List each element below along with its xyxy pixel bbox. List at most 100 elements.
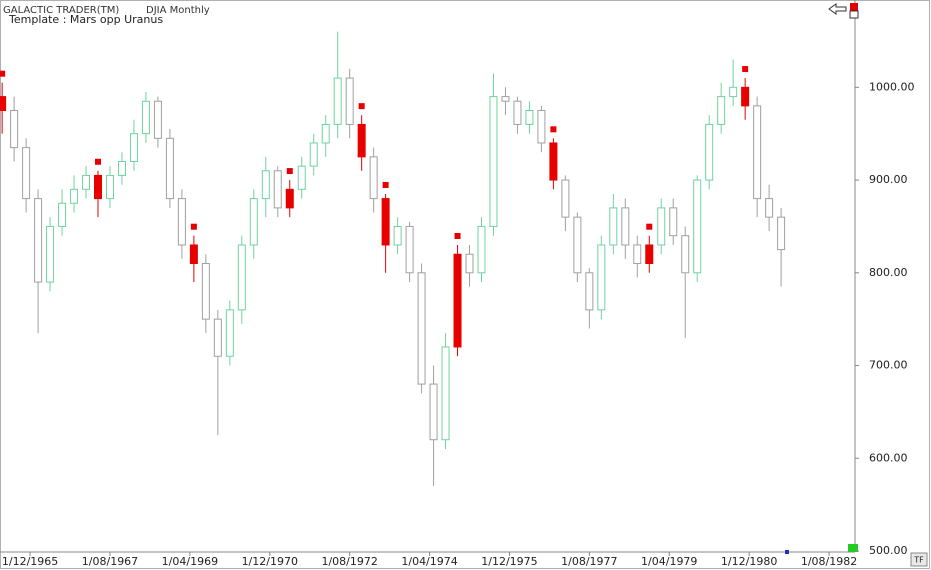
candle-body	[513, 100, 522, 125]
candle-body	[453, 253, 462, 348]
candle-body	[393, 225, 402, 246]
signal-marker	[0, 70, 6, 77]
y-tick-label: 1000.00	[869, 80, 915, 93]
candle-body	[70, 188, 79, 204]
candle-body	[381, 198, 390, 246]
candle-body	[225, 309, 234, 357]
candle-body	[645, 244, 654, 265]
x-tick-label: 1/04/1974	[401, 555, 457, 568]
candle-body	[585, 272, 594, 311]
window-icon[interactable]	[849, 10, 859, 19]
candle-body	[405, 225, 414, 274]
candle-body	[82, 174, 91, 190]
candle-body	[345, 77, 354, 125]
app-title: GALACTIC TRADER(TM)	[3, 5, 119, 16]
candle-body	[525, 110, 534, 125]
candle-body	[573, 216, 582, 274]
candle-body	[765, 198, 774, 218]
candle-body	[549, 142, 558, 181]
candle-body	[609, 207, 618, 246]
symbol-title: DJIA Monthly	[146, 5, 210, 16]
x-tick-label: 1/12/1975	[481, 555, 537, 568]
signal-marker	[95, 158, 102, 165]
candle-body	[441, 346, 450, 441]
back-arrow-icon[interactable]	[828, 3, 847, 15]
candle-body	[633, 244, 642, 265]
candle-body	[261, 170, 270, 200]
candle-body	[321, 123, 330, 144]
candle-body	[46, 225, 55, 283]
candle-body	[34, 198, 43, 283]
candle-body	[477, 225, 486, 274]
candle-body	[141, 100, 150, 135]
candle-body	[94, 174, 103, 200]
candle-body	[201, 263, 210, 320]
y-tick-label: 900.00	[869, 173, 908, 186]
close-icon[interactable]	[850, 3, 858, 11]
signal-marker	[382, 181, 389, 188]
candle-body	[237, 244, 246, 311]
y-tick-label: 600.00	[869, 451, 908, 464]
candle-body	[657, 207, 666, 246]
candle-body	[705, 123, 714, 181]
candle-body	[22, 147, 31, 200]
candle-body	[429, 383, 438, 441]
candle-body	[741, 86, 750, 107]
candle-body	[357, 123, 366, 158]
candle-body	[249, 198, 258, 246]
y-tick-label: 500.00	[869, 544, 908, 557]
tf-button[interactable]	[910, 552, 928, 567]
candle-body	[297, 165, 306, 190]
candle-body	[681, 235, 690, 274]
candle-body	[273, 170, 282, 209]
status-indicator	[848, 544, 858, 552]
candle-body	[537, 110, 546, 144]
candle-body	[0, 96, 7, 112]
x-tick-label: 1/12/1965	[2, 555, 58, 568]
candle-body	[153, 100, 162, 139]
signal-marker	[454, 232, 461, 239]
x-tick-label: 1/04/1979	[641, 555, 697, 568]
candle-body	[177, 198, 186, 246]
candle-body	[189, 244, 198, 265]
candle-body	[58, 202, 67, 227]
candle-body	[753, 105, 762, 200]
x-tick-label: 1/08/1967	[82, 555, 138, 568]
tf-button-label[interactable]: TF	[913, 556, 924, 565]
candle-body	[489, 96, 498, 227]
x-tick-label: 1/08/1982	[801, 555, 857, 568]
candle-body	[417, 272, 426, 385]
signal-marker	[358, 103, 365, 110]
candle-body	[693, 179, 702, 274]
y-tick-label: 800.00	[869, 266, 908, 279]
candle-body	[117, 161, 126, 176]
x-tick-label: 1/12/1970	[242, 555, 298, 568]
template-label: Template : Mars opp Uranus	[8, 13, 163, 26]
candle-body	[669, 207, 678, 237]
candle-body	[333, 77, 342, 125]
candle-body	[597, 244, 606, 311]
candle-body	[105, 174, 114, 200]
signal-marker	[190, 223, 197, 230]
signal-marker	[550, 126, 557, 133]
candle-body	[561, 179, 570, 218]
cursor-marker	[785, 550, 789, 554]
candle-body	[501, 96, 510, 102]
signal-marker	[646, 223, 653, 230]
candle-body	[729, 86, 738, 98]
candle-body	[369, 156, 378, 200]
candle-body	[777, 216, 786, 251]
candle-body	[717, 96, 726, 125]
x-tick-label: 1/12/1980	[721, 555, 777, 568]
x-tick-label: 1/04/1969	[162, 555, 218, 568]
candle-body	[10, 110, 19, 149]
candle-body	[465, 253, 474, 274]
signal-marker	[742, 66, 749, 73]
candle-body	[309, 142, 318, 167]
candle-body	[213, 318, 222, 357]
candle-body	[285, 188, 294, 209]
candle-body	[621, 207, 630, 246]
